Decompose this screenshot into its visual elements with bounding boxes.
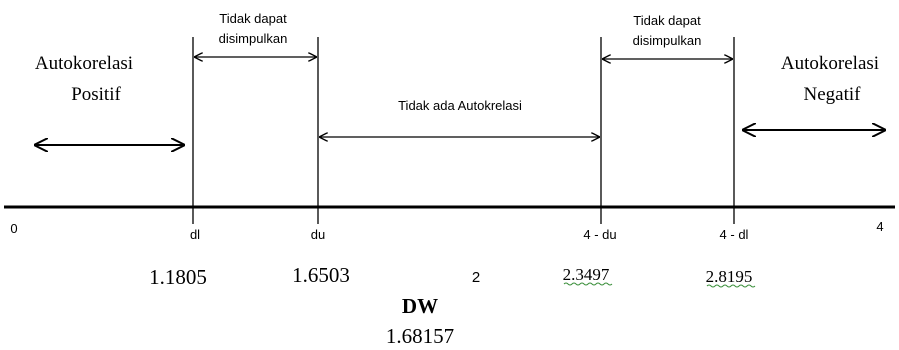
inconclusive-left-label-line2: disimpulkan [219,31,288,46]
axis-label-four: 4 [876,219,883,234]
negative-autocorrelation-label-line2: Negatif [804,84,862,105]
negative-autocorrelation-label-line1: Autokorelasi [781,53,879,74]
dl-value: 1.1805 [149,265,207,289]
no-autocorrelation-label: Tidak ada Autokrelasi [398,98,522,113]
du-value: 1.6503 [292,263,350,287]
inconclusive-right-label-line2: disimpulkan [633,33,702,48]
positive-autocorrelation-label-line2: Positif [71,84,121,105]
axis-label-dl: dl [190,227,200,242]
four-minus-du-value: 2.3497 [563,265,610,284]
four-minus-dl-spell-underline [706,284,756,288]
axis-label-four-minus-dl: 4 - dl [720,227,749,242]
axis-label-du: du [311,227,325,242]
four-minus-dl-value: 2.8195 [706,267,753,286]
four-minus-du-spell-underline [563,282,613,286]
inconclusive-left-label-line1: Tidak dapat [219,11,287,26]
inconclusive-right-label-line1: Tidak dapat [633,13,701,28]
dw-value: 1.68157 [386,324,454,348]
two-value: 2 [472,269,480,286]
positive-autocorrelation-label-line1: Autokorelasi [35,53,133,74]
dw-label: DW [402,294,438,318]
axis-label-four-minus-du: 4 - du [583,227,616,242]
axis-label-zero: 0 [10,221,17,236]
